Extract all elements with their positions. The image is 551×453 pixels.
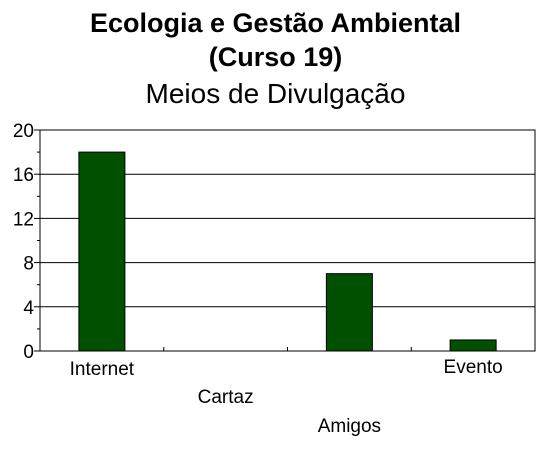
axes [34,129,536,352]
chart-title: Ecologia e Gestão Ambiental [89,8,462,38]
y-tick-label: 4 [23,298,34,319]
x-category-labels: Internet Cartaz Amigos Evento [70,357,503,437]
y-tick-labels: 0 4 8 12 16 20 [13,121,35,363]
y-tick-label: 12 [13,209,34,230]
bar-evento [449,339,497,352]
x-category-label: Evento [444,357,503,378]
y-tick-label: 20 [13,121,34,142]
bar-internet [78,151,126,352]
x-category-label: Internet [70,359,135,380]
x-category-label: Amigos [318,416,381,437]
x-category-label: Cartaz [198,387,254,408]
bars [78,151,497,352]
bar-amigos [325,273,373,352]
chart-subtitle: Meios de Divulgação [145,78,406,109]
y-tick-label: 0 [23,342,34,363]
y-tick-label: 8 [23,254,34,275]
chart-title-line2: (Curso 19) [208,42,343,72]
y-tick-label: 16 [13,165,34,186]
